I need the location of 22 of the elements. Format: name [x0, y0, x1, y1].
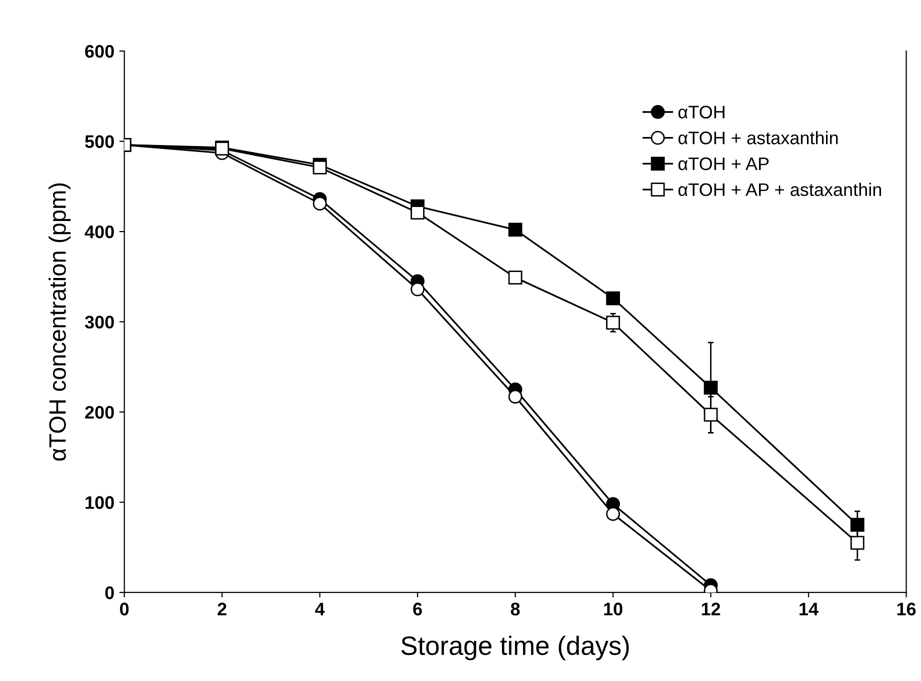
x-tick-label: 14	[800, 602, 818, 616]
y-tick-label: 300	[84, 316, 114, 329]
y-tick-label: 100	[86, 496, 114, 509]
y-tick-label: 200	[85, 406, 114, 419]
x-tick-label: 0	[120, 602, 129, 616]
legend-label: αTOH + AP	[678, 157, 769, 170]
legend-label: αTOH + astaxanthin	[678, 131, 838, 144]
y-tick-label: 600	[85, 45, 114, 58]
y-tick-label: 0	[105, 586, 114, 600]
x-tick-label: 4	[315, 602, 325, 616]
legend-label: αTOH	[678, 106, 724, 118]
x-tick-label: 2	[218, 602, 226, 616]
x-tick-label: 12	[702, 602, 720, 616]
y-tick-label: 500	[85, 135, 114, 148]
x-tick-label: 8	[510, 602, 520, 616]
y-axis-title: αTOH concentration (ppm)	[48, 183, 71, 461]
x-tick-label: 16	[897, 602, 916, 616]
x-axis-title: Storage time (days)	[401, 636, 629, 660]
y-tick-label: 400	[84, 225, 114, 238]
x-tick-label: 10	[604, 602, 622, 616]
x-tick-label: 6	[413, 602, 422, 616]
legend-label: αTOH + AP + astaxanthin	[678, 182, 882, 196]
